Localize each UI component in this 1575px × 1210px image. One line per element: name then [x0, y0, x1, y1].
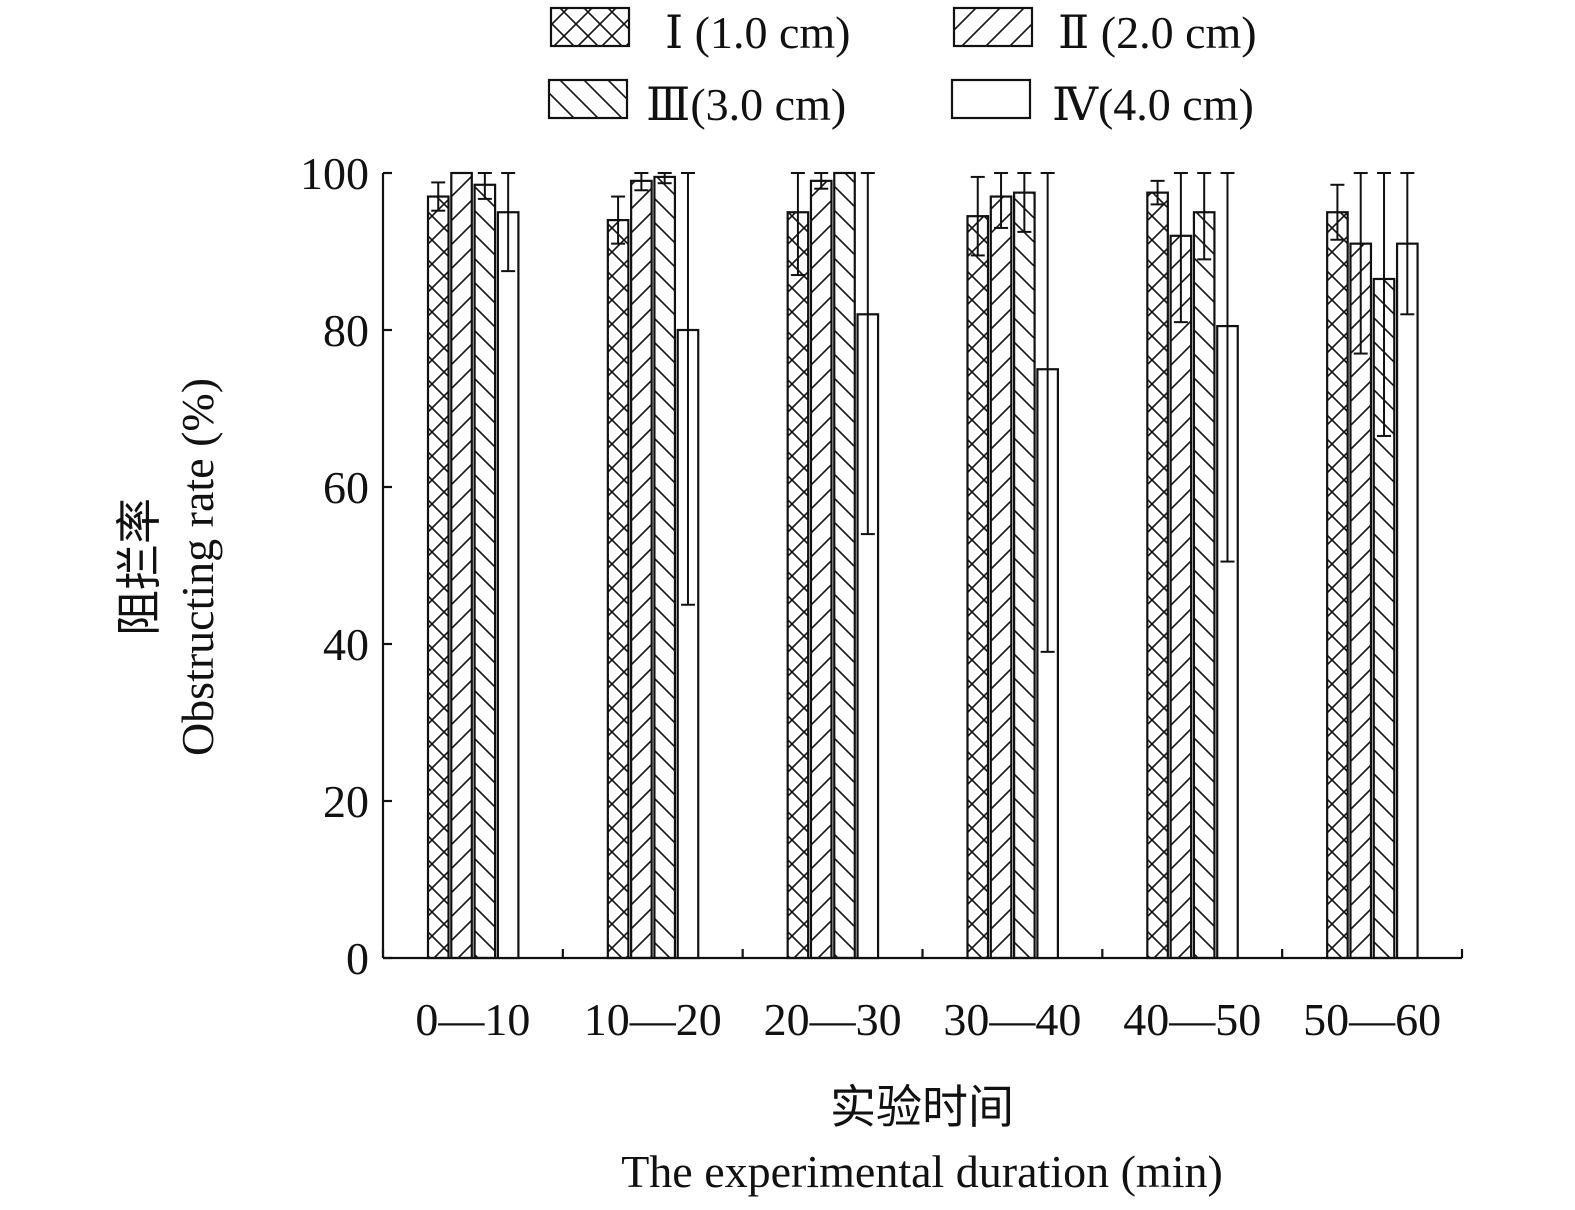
y-tick-label: 20: [323, 776, 369, 827]
x-tick-label: 20—30: [764, 994, 902, 1045]
bar: [1146, 191, 1169, 960]
legend-label: Ⅲ(3.0 cm): [646, 79, 846, 130]
y-axis-title-zh: 阻拦率: [114, 498, 165, 636]
legend-label: Ⅳ(4.0 cm): [1052, 79, 1254, 130]
bar: [450, 171, 473, 960]
y-axis-title-en: Obstructing rate (%): [172, 378, 223, 756]
bar: [426, 195, 450, 960]
legend-label: Ⅱ (2.0 cm): [1058, 7, 1257, 58]
bar: [1395, 242, 1419, 960]
bar: [1012, 191, 1036, 960]
bar: [496, 211, 520, 960]
bar: [1192, 211, 1216, 960]
legend-swatch: [547, 78, 629, 120]
bar: [786, 211, 810, 960]
legend-swatch: [549, 6, 631, 48]
legend: Ⅰ (1.0 cm) Ⅱ (2.0 cm) Ⅲ(3.0 cm) Ⅳ(4.0 cm): [547, 6, 1257, 130]
y-tick-label: 100: [300, 148, 369, 199]
x-tick-label: 0—10: [415, 994, 530, 1045]
y-tick-label: 80: [323, 305, 369, 356]
bar: [1326, 211, 1349, 960]
bar: [833, 171, 856, 960]
y-tick-label: 60: [323, 462, 369, 513]
y-tick-label: 40: [323, 619, 369, 670]
bar: [473, 183, 497, 960]
legend-swatch: [950, 78, 1032, 120]
x-tick-label: 40—50: [1123, 994, 1261, 1045]
bar: [630, 179, 653, 960]
bar: [966, 215, 990, 960]
bar: [653, 175, 677, 960]
bar: [1169, 234, 1193, 960]
x-axis-title-en: The experimental duration (min): [621, 1146, 1223, 1197]
bar: [809, 179, 833, 960]
legend-label: Ⅰ (1.0 cm): [665, 7, 851, 58]
bar: [989, 195, 1013, 960]
legend-swatch: [952, 6, 1034, 48]
x-tick-label: 50—60: [1303, 994, 1441, 1045]
x-axis-title-zh: 实验时间: [830, 1082, 1014, 1133]
y-tick-label: 0: [346, 933, 369, 984]
x-tick-label: 10—20: [584, 994, 722, 1045]
x-tick-label: 30—40: [943, 994, 1081, 1045]
bar: [606, 219, 630, 960]
plot-area: 0 20 40 60 80 100 0—10 10—20 20—30 30—40 40—50 50—6…: [300, 148, 1464, 1045]
